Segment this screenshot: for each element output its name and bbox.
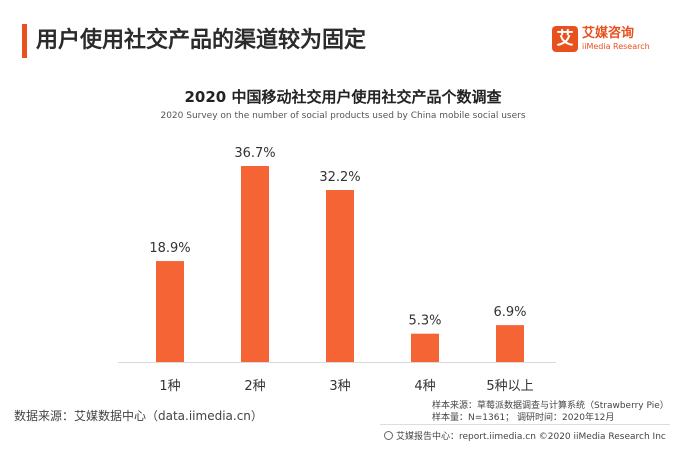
bar-3	[326, 190, 354, 362]
report-center-icon	[384, 431, 393, 440]
footer-divider	[380, 424, 670, 425]
bar-2	[241, 166, 269, 362]
logo-english-name: iiMedia Research	[582, 41, 650, 51]
logo-chinese-name: 艾媒咨询	[582, 25, 635, 41]
value-label-2: 36.7%	[234, 146, 275, 161]
headline-accent-bar	[22, 24, 27, 58]
value-label-5: 6.9%	[493, 305, 526, 320]
category-label-2: 2种	[244, 379, 265, 394]
sample-notes: 样本来源：草莓派数据调查与计算系统（Strawberry Pie） 样本量：N=…	[432, 400, 669, 424]
bar-5	[496, 325, 524, 362]
category-label-5: 5种以上	[486, 379, 533, 394]
report-center-text: 艾媒报告中心：report.iimedia.cn ©2020 iiMedia R…	[396, 432, 666, 442]
sample-source: 样本来源：草莓派数据调查与计算系统（Strawberry Pie）	[432, 401, 669, 411]
report-center-footer: 艾媒报告中心：report.iimedia.cn ©2020 iiMedia R…	[384, 429, 666, 442]
logo-text: 艾媒咨询 iiMedia Research	[582, 25, 650, 52]
category-label-3: 3种	[329, 379, 350, 394]
sample-info: 样本量：N=1361； 调研时间：2020年12月	[432, 413, 615, 423]
bar-4	[411, 333, 439, 362]
category-label-1: 1种	[159, 379, 180, 394]
value-label-1: 18.9%	[149, 241, 190, 256]
logo-mark-icon: 艾	[552, 26, 578, 52]
value-label-4: 5.3%	[408, 314, 441, 329]
data-source: 数据来源：艾媒数据中心（data.iimedia.cn）	[14, 409, 263, 423]
chart-subtitle: 2020 Survey on the number of social prod…	[160, 111, 526, 121]
page-headline: 用户使用社交产品的渠道较为固定	[36, 28, 367, 53]
iimedia-logo: 艾 艾媒咨询 iiMedia Research	[552, 26, 650, 52]
value-label-3: 32.2%	[319, 170, 360, 185]
chart-title: 2020 中国移动社交用户使用社交产品个数调查	[184, 88, 502, 106]
category-label-4: 4种	[414, 379, 435, 394]
bar-1	[156, 261, 184, 362]
